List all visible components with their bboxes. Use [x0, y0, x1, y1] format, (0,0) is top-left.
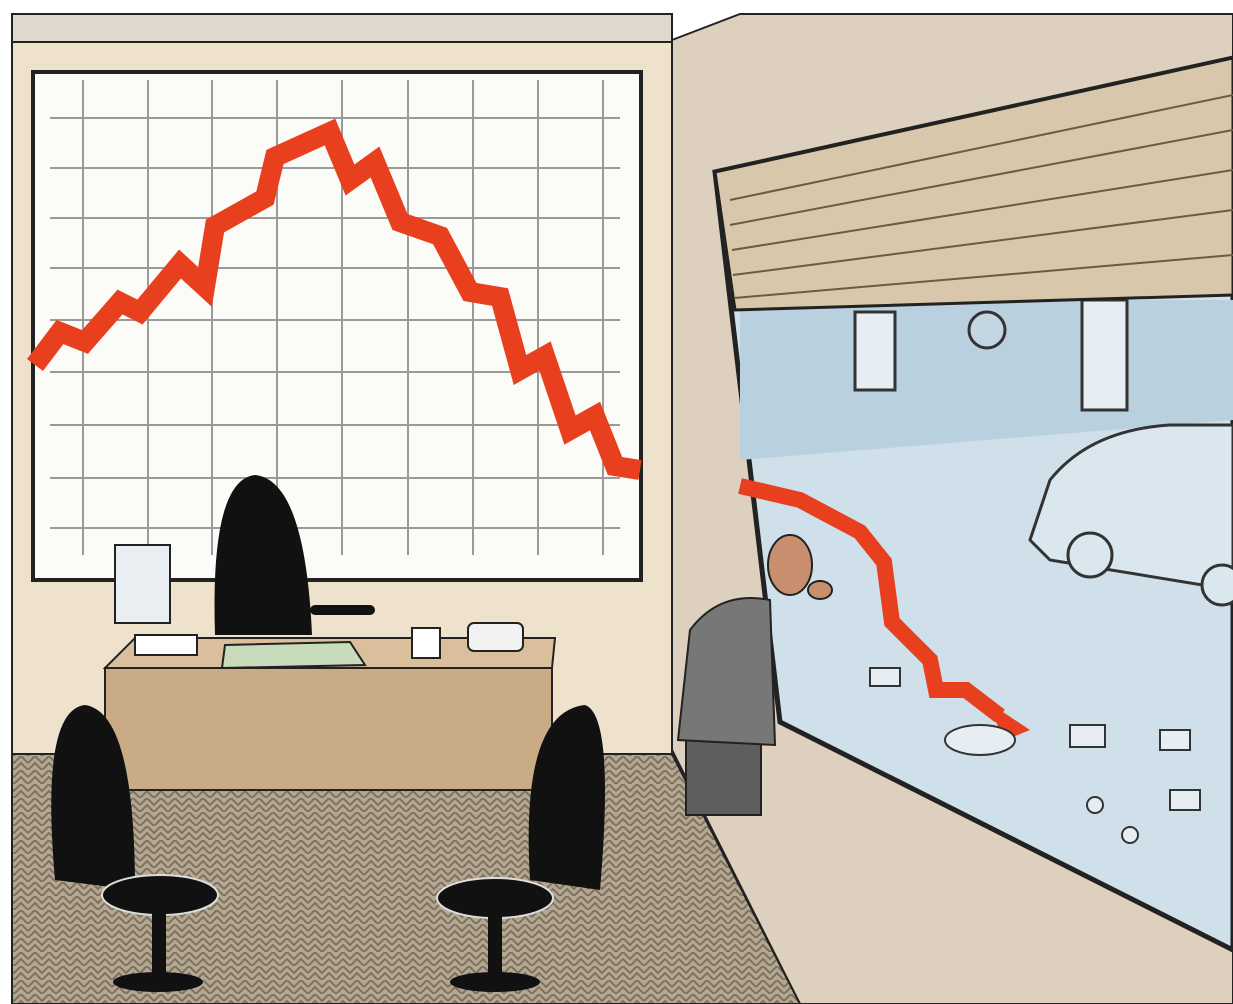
car-wheel — [1068, 533, 1112, 577]
keyboard — [135, 635, 197, 655]
shop-sign — [969, 312, 1005, 348]
man-nose — [808, 581, 832, 599]
monitor — [115, 545, 170, 623]
cartoon-office — [0, 0, 1233, 1004]
chair-stem — [152, 912, 166, 977]
chair-seat — [437, 878, 553, 918]
man-head — [768, 535, 812, 595]
building-window — [1082, 300, 1127, 410]
desk-pad — [222, 642, 365, 668]
chair-stem — [488, 915, 502, 977]
desk — [105, 668, 552, 790]
ceiling-trim — [12, 14, 672, 42]
photo-frame — [412, 628, 440, 658]
armrest — [310, 605, 375, 615]
chair-base — [450, 972, 540, 992]
chair-base — [113, 972, 203, 992]
car-wheel — [1202, 565, 1233, 605]
telephone — [468, 623, 523, 651]
chair-seat — [102, 875, 218, 915]
building-window — [855, 312, 895, 390]
